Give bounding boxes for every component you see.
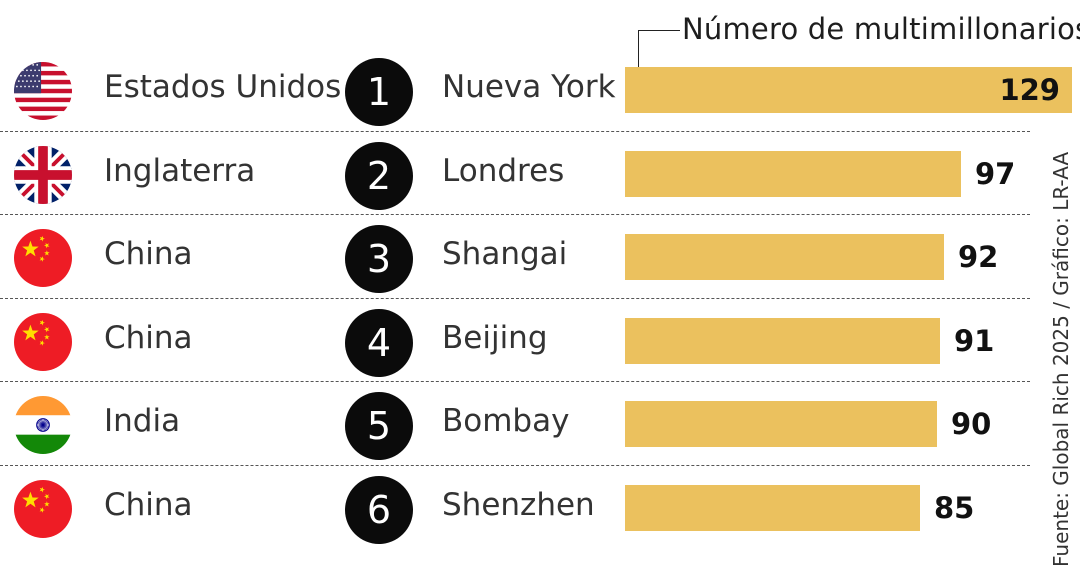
rank-badge: 4 bbox=[345, 308, 413, 377]
bar bbox=[625, 234, 944, 280]
chart-row: India 5 Bombay 90 bbox=[0, 381, 1030, 464]
row-separator bbox=[0, 297, 1030, 299]
uk-flag-icon bbox=[14, 145, 72, 204]
rank-badge: 3 bbox=[345, 225, 413, 293]
china-flag-icon bbox=[14, 229, 72, 287]
country-label: Inglaterra bbox=[104, 152, 256, 189]
bar bbox=[625, 317, 940, 364]
city-label: Nueva York bbox=[442, 69, 616, 105]
row-separator bbox=[0, 214, 1030, 215]
row-separator bbox=[0, 381, 1030, 382]
row-separator bbox=[0, 464, 1030, 466]
legend-leader-line bbox=[638, 30, 680, 74]
bar-value-label: 91 bbox=[954, 323, 995, 358]
rank-badge: 2 bbox=[345, 141, 413, 210]
legend-label: Número de multimillonarios bbox=[682, 12, 1080, 46]
bar bbox=[625, 484, 920, 531]
country-label: Estados Unidos bbox=[104, 69, 342, 105]
bar-value-label: 90 bbox=[951, 407, 992, 441]
chart-row: China 3 Shangai 92 bbox=[0, 214, 1030, 297]
city-label: Shangai bbox=[442, 236, 568, 272]
china-flag-icon bbox=[14, 479, 72, 538]
country-label: China bbox=[104, 236, 193, 272]
chart-row: China 6 Shenzhen 85 bbox=[0, 464, 1030, 548]
city-label: Beijing bbox=[442, 319, 548, 356]
source-credit: Fuente: Global Rich 2025 / Gráfico: LR-A… bbox=[1049, 151, 1073, 567]
bar bbox=[625, 401, 937, 447]
india-flag-icon bbox=[14, 396, 72, 454]
city-label: Shenzhen bbox=[442, 486, 595, 523]
bar bbox=[625, 150, 961, 197]
rank-badge: 1 bbox=[345, 58, 413, 126]
country-label: China bbox=[104, 319, 193, 356]
chart-row: China 4 Beijing 91 bbox=[0, 297, 1030, 381]
city-label: Bombay bbox=[442, 403, 570, 439]
row-separator bbox=[0, 130, 1030, 132]
country-label: China bbox=[104, 486, 193, 523]
rank-badge: 6 bbox=[345, 475, 413, 544]
city-label: Londres bbox=[442, 152, 565, 189]
chart-row: Inglaterra 2 Londres 97 bbox=[0, 130, 1030, 214]
bar-value-label: 129 bbox=[999, 73, 1060, 107]
country-label: India bbox=[104, 403, 181, 439]
rank-badge: 5 bbox=[345, 392, 413, 460]
bar-value-label: 92 bbox=[958, 240, 999, 274]
usa-flag-icon bbox=[14, 62, 72, 120]
china-flag-icon bbox=[14, 312, 72, 371]
chart-row: Estados Unidos 1 Nueva York 129 bbox=[0, 47, 1072, 130]
bar bbox=[625, 67, 1072, 113]
bar-value-label: 85 bbox=[934, 490, 975, 525]
bar-value-label: 97 bbox=[975, 156, 1016, 191]
